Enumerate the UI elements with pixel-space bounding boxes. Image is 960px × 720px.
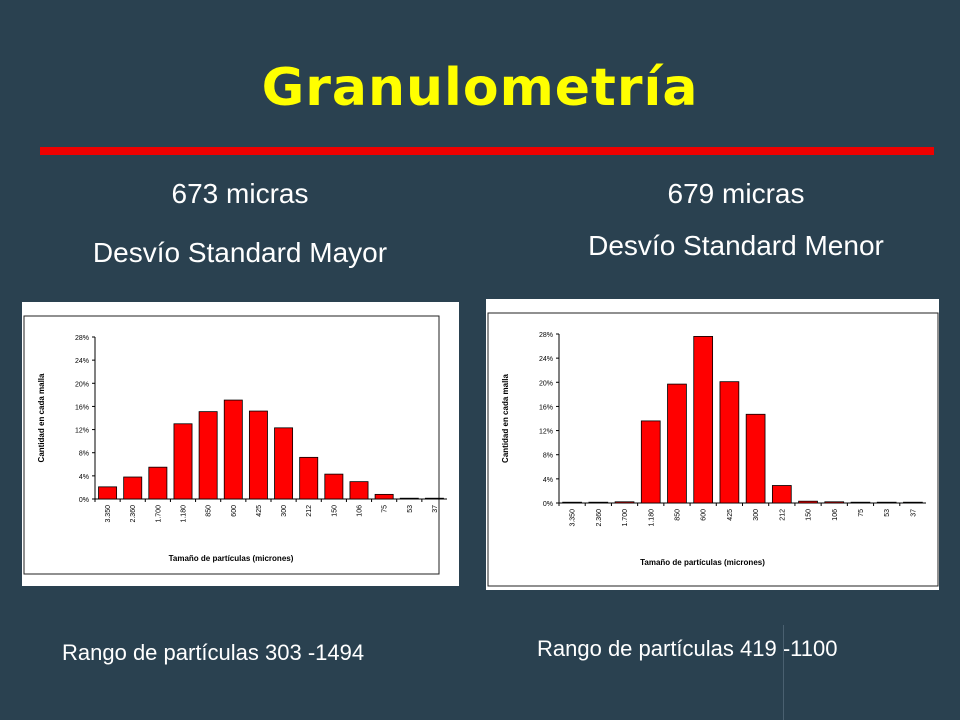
bar — [173, 423, 193, 500]
left-subheading: Desvío Standard Mayor — [92, 237, 388, 268]
y-axis-label: Cantidad en cada malla — [37, 373, 46, 462]
bar — [614, 501, 635, 504]
bar — [324, 473, 344, 500]
y-tick-label: 28% — [75, 335, 89, 342]
x-tick-label: 150 — [331, 505, 338, 517]
x-tick-label: 53 — [884, 509, 891, 517]
x-tick-label: 300 — [281, 505, 288, 517]
x-tick-label: 2.360 — [130, 505, 137, 523]
x-tick-label: 1.180 — [181, 505, 188, 523]
x-tick-label: 425 — [256, 505, 263, 517]
y-tick-label: 8% — [543, 453, 553, 460]
x-tick-label: 75 — [382, 505, 389, 513]
x-tick-label: 106 — [357, 505, 364, 517]
x-tick-label: 3.350 — [570, 509, 577, 527]
y-axis-label: Cantidad en cada malla — [501, 373, 510, 462]
bar — [562, 501, 582, 504]
y-tick-label: 20% — [75, 381, 89, 388]
y-tick-label: 4% — [79, 474, 89, 481]
bar — [719, 381, 740, 504]
x-tick-label: 850 — [674, 509, 681, 521]
x-tick-label: 150 — [806, 509, 813, 521]
right-range-text: Rango de partículas 419 -1100 — [537, 636, 838, 661]
bar — [667, 383, 687, 504]
y-tick-label: 0% — [543, 501, 553, 508]
x-tick-label: 1.700 — [622, 509, 629, 527]
x-tick-label: 850 — [206, 505, 213, 517]
bar — [424, 497, 444, 500]
x-tick-label: 1.700 — [155, 505, 162, 523]
y-tick-label: 20% — [539, 380, 553, 387]
chart-frame — [23, 315, 440, 575]
x-axis-label: Tamaño de partículas (micrones) — [640, 558, 765, 567]
bar — [850, 501, 871, 504]
bar — [745, 413, 766, 504]
right-subheading: Desvío Standard Menor — [588, 230, 884, 261]
x-tick-label: 212 — [306, 505, 313, 517]
x-tick-label: 425 — [727, 509, 734, 521]
y-tick-label: 12% — [539, 429, 553, 436]
x-tick-label: 300 — [753, 509, 760, 521]
title-divider — [40, 147, 934, 155]
y-tick-label: 16% — [539, 404, 553, 411]
slide-title: Granulometría — [261, 58, 699, 118]
right-heading: 679 micras — [667, 178, 805, 209]
x-tick-label: 37 — [432, 505, 439, 513]
right-histogram: 0% 4% 8% 12% 16% 20% 24% 28% 3.350 2.360 1.700 1.18… — [487, 312, 939, 587]
left-range-text: Rango de partículas 303 -1494 — [62, 640, 365, 665]
y-tick-label: 24% — [75, 358, 89, 365]
bar — [640, 420, 661, 504]
left-histogram: 0% 4% 8% 12% 16% 20% 24% 28% 3.350 2.360 1.700 1.18… — [23, 315, 447, 575]
bar — [198, 411, 218, 500]
bar — [274, 427, 294, 500]
bar — [399, 497, 419, 500]
y-tick-label: 24% — [539, 356, 553, 363]
bar — [223, 399, 243, 500]
right-chart-panel: 0% 4% 8% 12% 16% 20% 24% 28% 3.350 2.360 1.700 1.18… — [486, 299, 939, 590]
x-tick-label: 37 — [910, 509, 917, 517]
bar — [824, 501, 845, 504]
x-tick-label: 600 — [231, 505, 238, 517]
bar — [248, 410, 268, 500]
bar — [98, 486, 118, 500]
bar — [299, 456, 319, 500]
bar — [693, 336, 714, 504]
x-axis-label: Tamaño de partículas (micrones) — [169, 554, 294, 563]
bar — [903, 501, 923, 504]
x-tick-label: 1.180 — [648, 509, 655, 527]
bar — [798, 500, 818, 504]
bar — [588, 501, 609, 504]
x-tick-label: 53 — [407, 505, 414, 513]
bar — [349, 481, 369, 500]
bar — [148, 466, 168, 500]
x-tick-label: 212 — [779, 509, 786, 521]
x-tick-label: 3.350 — [105, 505, 112, 523]
y-tick-label: 28% — [539, 332, 553, 339]
bar — [374, 493, 394, 500]
left-chart-panel: 0% 4% 8% 12% 16% 20% 24% 28% 3.350 2.360 1.700 1.18… — [22, 302, 459, 586]
y-tick-label: 8% — [79, 451, 89, 458]
chart-frame — [487, 312, 939, 587]
x-tick-label: 75 — [858, 509, 865, 517]
x-tick-label: 2.360 — [596, 509, 603, 527]
bar — [771, 485, 792, 504]
x-tick-label: 600 — [701, 509, 708, 521]
y-tick-label: 0% — [79, 497, 89, 504]
y-tick-label: 12% — [75, 428, 89, 435]
bar — [123, 476, 143, 500]
x-tick-label: 106 — [832, 509, 839, 521]
y-tick-label: 4% — [543, 477, 553, 484]
decorative-line — [783, 625, 784, 720]
left-heading: 673 micras — [171, 178, 309, 209]
bar — [876, 501, 897, 504]
y-tick-label: 16% — [75, 404, 89, 411]
